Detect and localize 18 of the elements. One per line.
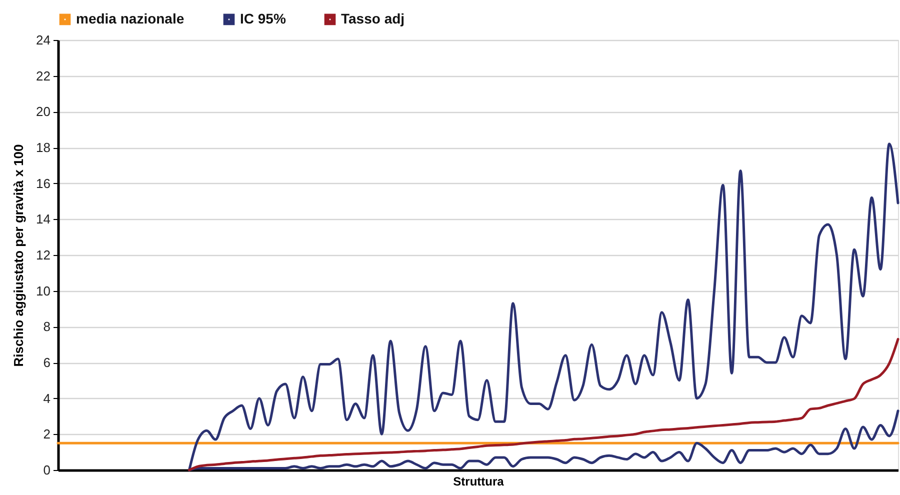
y-tick-label: 4	[43, 390, 50, 406]
y-tick-label: 14	[36, 212, 50, 227]
legend-label: media nazionale	[76, 10, 184, 26]
legend-label: Tasso adj	[341, 10, 405, 26]
legend-label: IC 95%	[240, 10, 286, 26]
y-tick-label: 18	[36, 140, 50, 155]
y-tick-label: 16	[36, 176, 50, 191]
x-axis-title: Struttura	[453, 474, 504, 488]
y-tick-label: 8	[43, 319, 50, 334]
y-tick-label: 20	[36, 104, 50, 120]
y-tick-label: 0	[43, 462, 50, 478]
y-tick-label: 24	[36, 32, 50, 48]
y-tick-label: 10	[36, 283, 50, 298]
y-tick-label: 2	[43, 426, 50, 442]
y-axis-title: Rischio aggiustato per gravità x 100	[11, 144, 26, 367]
y-tick-label: 12	[36, 248, 50, 262]
y-tick-label: 6	[43, 355, 50, 370]
y-tick-label: 22	[36, 68, 50, 84]
